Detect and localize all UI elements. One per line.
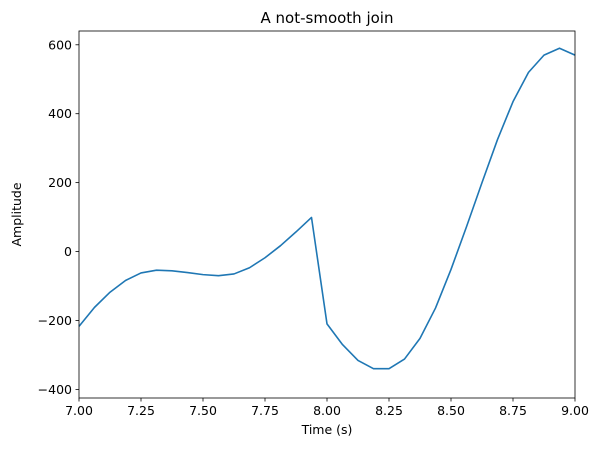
axes-frame xyxy=(78,30,576,399)
series-line-1 xyxy=(78,47,576,370)
x-tick-label: 8.00 xyxy=(313,403,341,418)
y-axis-label: Amplitude xyxy=(9,182,24,246)
y-axis: −400 −200 0 200 400 600 xyxy=(38,37,79,397)
x-tick-label: 7.50 xyxy=(189,403,217,418)
x-axis: 7.00 7.25 7.50 7.75 8.00 8.25 8.50 8.75 9.00 xyxy=(65,398,589,418)
x-tick-label: 7.00 xyxy=(65,403,93,418)
y-tick-label: 200 xyxy=(48,175,72,190)
series-layer xyxy=(78,47,576,370)
y-tick-label: 600 xyxy=(48,37,72,52)
x-tick-label: 8.50 xyxy=(437,403,465,418)
x-axis-label: Time (s) xyxy=(301,422,353,437)
x-tick-label: 7.75 xyxy=(251,403,279,418)
y-tick-label: 0 xyxy=(64,244,72,259)
y-tick-label: −400 xyxy=(38,382,72,397)
x-tick-label: 7.25 xyxy=(127,403,155,418)
y-tick-label: −200 xyxy=(38,313,72,328)
chart-title: A not-smooth join xyxy=(261,9,394,27)
y-tick-label: 400 xyxy=(48,106,72,121)
x-tick-label: 8.25 xyxy=(375,403,403,418)
x-tick-label: 9.00 xyxy=(561,403,589,418)
x-tick-label: 8.75 xyxy=(499,403,527,418)
